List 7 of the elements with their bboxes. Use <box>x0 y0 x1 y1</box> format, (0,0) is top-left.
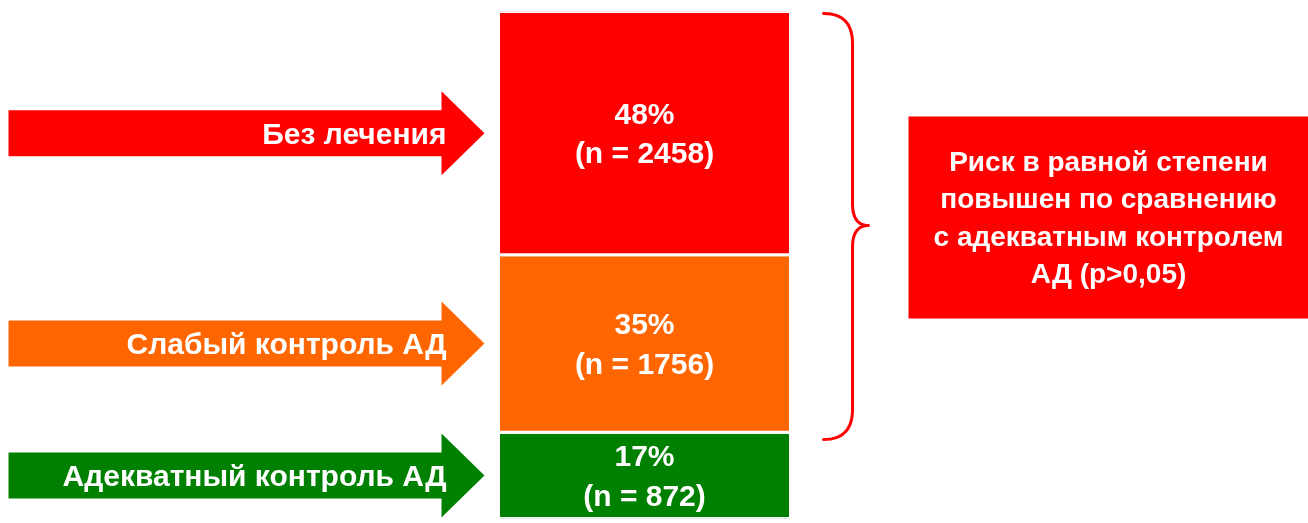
data-label: 48% (n = 2458) <box>574 96 715 170</box>
series-label: Слабый контроль АД <box>126 327 447 361</box>
data-label: 17% (n = 872) <box>583 439 706 512</box>
data-label: 35% (n = 1756) <box>574 307 715 380</box>
series-label: Адекватный контроль АД <box>62 458 447 492</box>
series-label: Без лечения <box>262 116 447 150</box>
text: Риск в равной степени повышен по сравнению с адекватным контролем АД (p>0,05) <box>933 146 1284 289</box>
